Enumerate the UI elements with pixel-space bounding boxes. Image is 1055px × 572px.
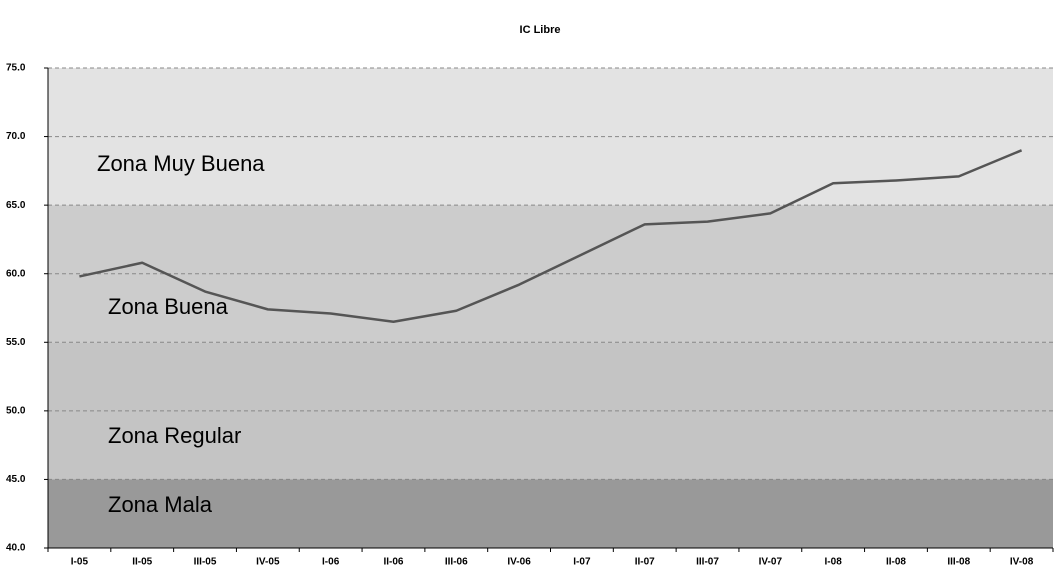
- x-tick-label: IV-05: [256, 557, 280, 568]
- zone-label: Zona Muy Buena: [97, 151, 265, 176]
- x-tick-label: II-05: [132, 557, 152, 568]
- y-tick-label: 55.0: [6, 337, 26, 348]
- x-tick-label: III-08: [947, 557, 970, 568]
- x-tick-label: IV-06: [507, 557, 531, 568]
- y-tick-label: 40.0: [6, 543, 26, 554]
- y-tick-label: 50.0: [6, 405, 26, 416]
- x-tick-label: I-07: [573, 557, 591, 568]
- x-tick-label: II-08: [886, 557, 906, 568]
- x-tick-label: III-05: [194, 557, 217, 568]
- zone-band: [48, 205, 1053, 343]
- y-tick-label: 70.0: [6, 131, 26, 142]
- x-tick-label: IV-07: [759, 557, 783, 568]
- x-tick-label: II-07: [635, 557, 655, 568]
- x-tick-label: I-08: [825, 557, 843, 568]
- x-tick-label: III-06: [445, 557, 468, 568]
- zone-band: [48, 479, 1053, 548]
- zone-band: [48, 342, 1053, 480]
- x-tick-label: III-07: [696, 557, 719, 568]
- x-tick-label: II-06: [383, 557, 403, 568]
- y-tick-label: 75.0: [6, 63, 26, 74]
- chart-title: IC Libre: [520, 24, 561, 36]
- x-tick-label: I-06: [322, 557, 340, 568]
- y-tick-label: 60.0: [6, 268, 26, 279]
- series-line: [79, 149, 1023, 323]
- x-tick-label: I-05: [71, 557, 89, 568]
- y-tick-label: 65.0: [6, 200, 26, 211]
- x-tick-label: IV-08: [1010, 557, 1034, 568]
- zone-label: Zona Mala: [108, 492, 213, 517]
- y-tick-label: 45.0: [6, 474, 26, 485]
- zone-label: Zona Regular: [108, 423, 241, 448]
- zone-band: [48, 68, 1053, 206]
- zone-label: Zona Buena: [108, 294, 229, 319]
